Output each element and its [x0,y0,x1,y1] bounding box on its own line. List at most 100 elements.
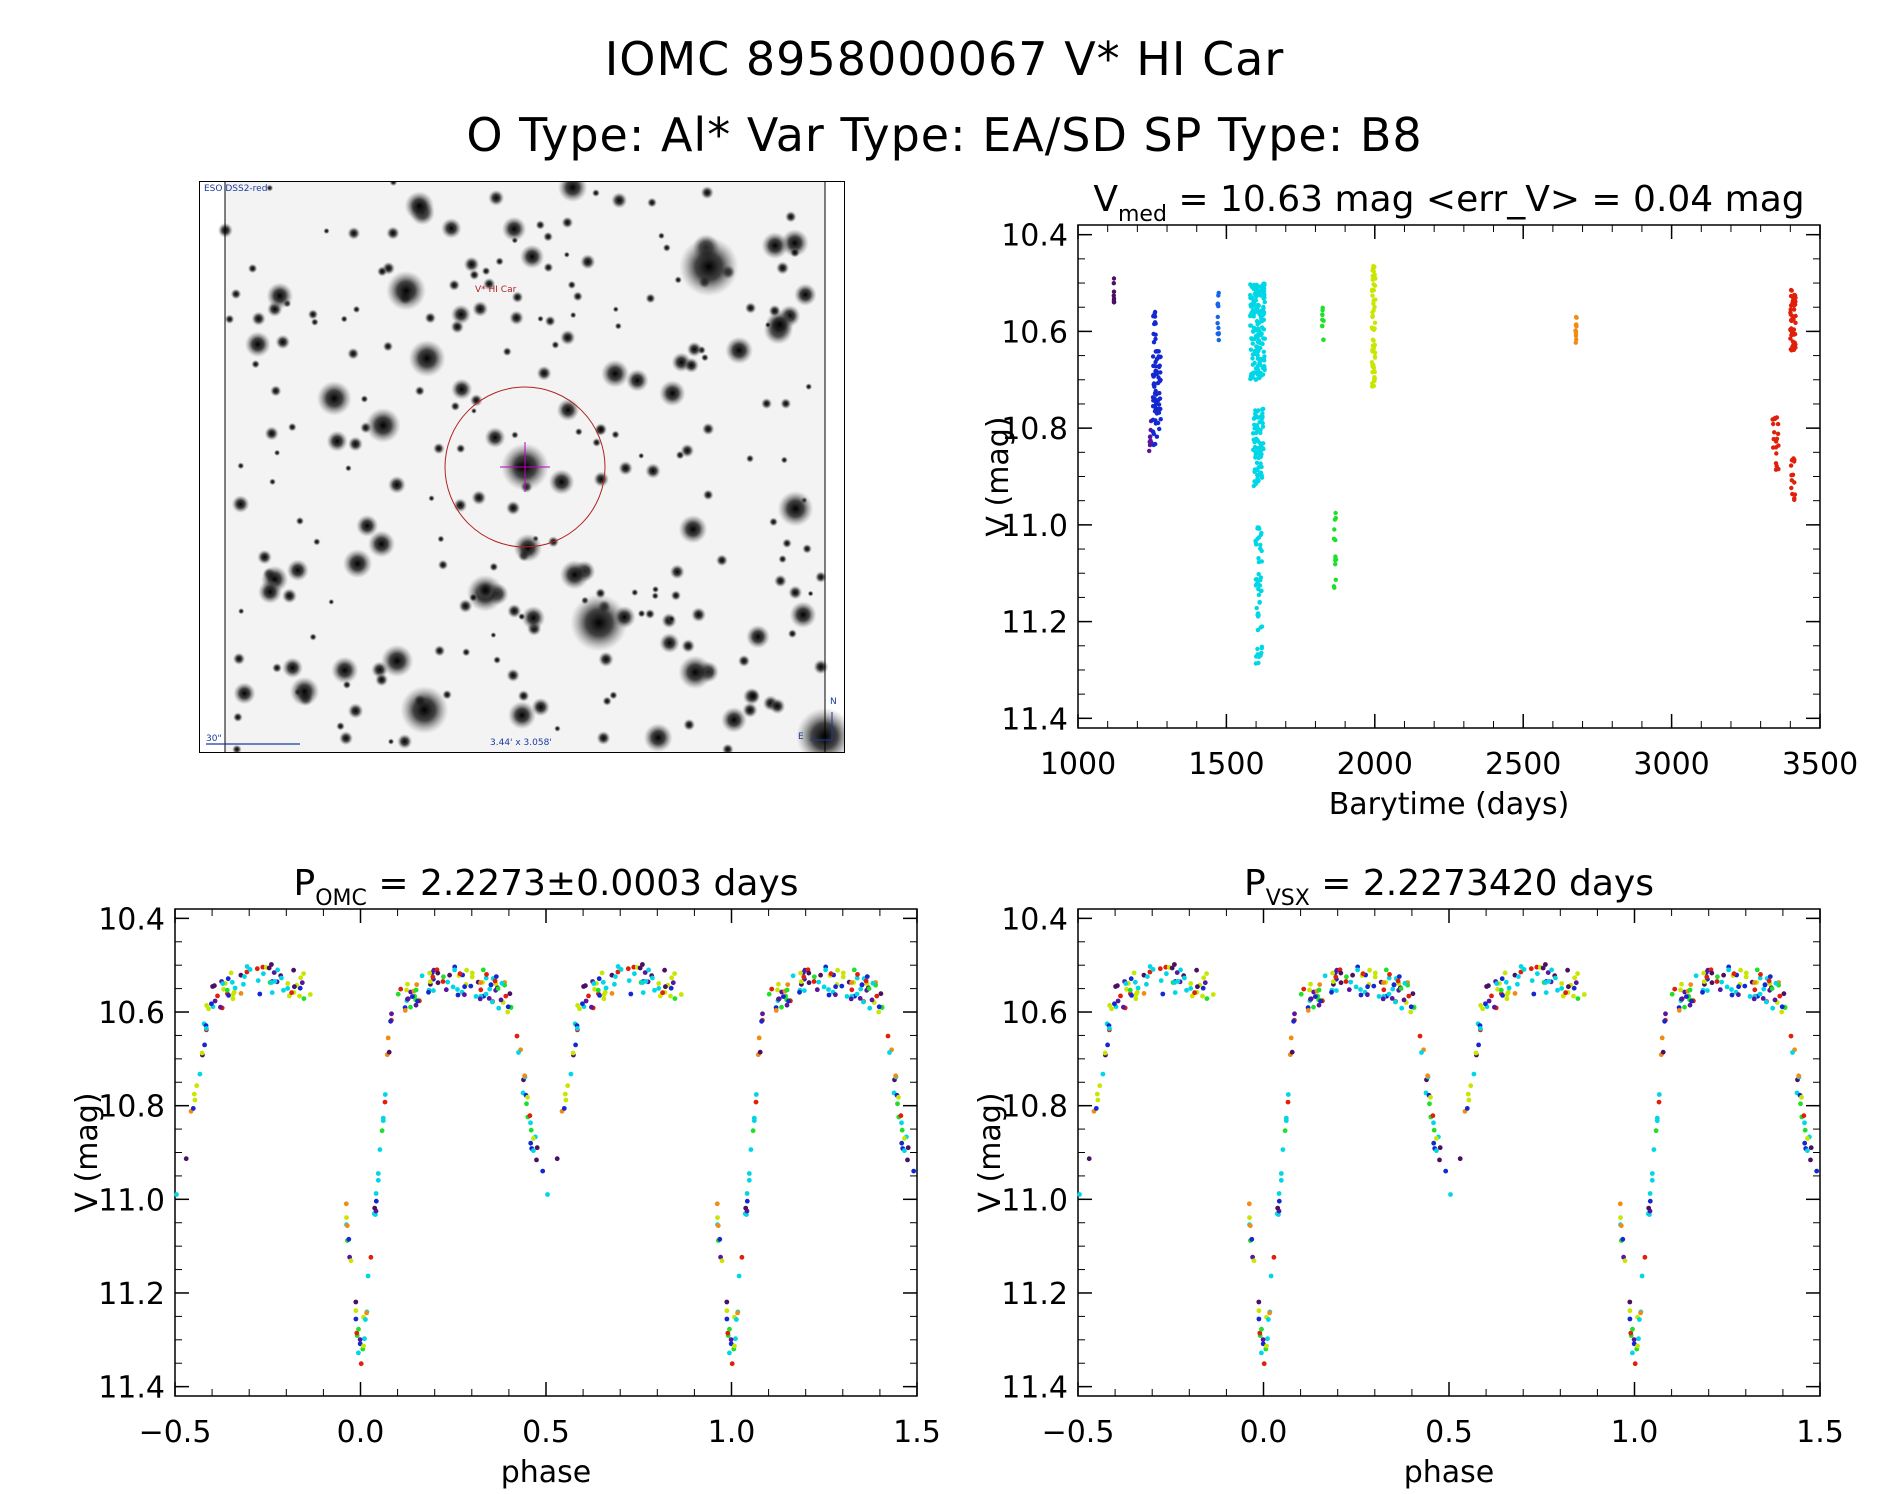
data-point [1724,984,1730,990]
data-point [1111,276,1117,281]
data-point [669,975,675,981]
finder-star [360,395,369,403]
finder-star [269,478,276,486]
series-epoch-9c [1788,456,1798,502]
data-point [1195,984,1200,990]
finder-star [559,560,590,590]
data-point [1346,987,1352,993]
data-point [1688,982,1694,987]
data-point [652,987,657,993]
finder-star [543,262,554,273]
finder-star [495,257,504,266]
data-point [271,970,277,975]
finder-star [678,514,708,544]
data-point [545,1192,550,1197]
data-point [354,1330,360,1336]
finder-star [769,517,778,527]
finder-star [637,609,646,618]
finder-star [352,305,361,314]
data-point [1261,281,1266,286]
data-point [1350,972,1355,978]
data-point [1419,1050,1424,1055]
data-point [902,1148,907,1154]
y-tick-label: 11.0 [1001,509,1068,544]
finder-star [484,427,506,448]
data-point [1216,293,1221,298]
data-point [269,962,274,967]
data-point [514,1033,520,1039]
data-point [1258,542,1263,548]
data-point [1802,1120,1807,1126]
chart-title: Vmed = 10.63 mag <err_V> = 0.04 mag [1093,179,1804,227]
data-point [1790,329,1796,335]
data-point [1123,981,1129,986]
finder-star [264,426,279,441]
data-point [840,974,846,980]
data-point [480,967,486,973]
data-point [1121,1004,1126,1010]
data-point [1621,1254,1626,1260]
finder-star [662,243,671,252]
data-point [1515,981,1520,987]
data-point [1371,282,1376,287]
data-point [632,971,637,977]
data-point [1553,975,1558,981]
data-point [419,973,425,979]
data-point [1788,318,1794,323]
finder-star [336,721,345,731]
data-point [1638,1310,1643,1316]
finder-star [643,723,673,752]
data-point [848,996,854,1002]
data-point [1793,320,1798,325]
data-point [1174,970,1180,975]
data-point [1257,583,1263,588]
finder-star [386,270,427,311]
data-point [1704,974,1710,980]
data-point [733,1336,738,1342]
finder-star [614,322,622,330]
data-point [1260,411,1265,416]
data-point [790,973,796,979]
data-point [1775,421,1781,427]
data-point [238,991,244,996]
data-point [1814,1168,1820,1174]
data-point [1679,996,1685,1002]
data-point [1355,967,1360,973]
data-point [493,974,499,979]
data-point [1152,314,1158,319]
finder-star [342,548,373,579]
finder-star [776,261,790,275]
finder-star [780,398,792,410]
data-point [714,1201,720,1207]
data-point [1506,985,1512,991]
data-point [1779,1009,1785,1015]
data-point [1320,305,1325,310]
data-point [1788,463,1794,468]
finder-star [594,423,608,436]
finder-star [686,341,702,357]
finder-star [326,430,348,452]
data-point [1494,981,1500,986]
data-point [1719,979,1725,985]
data-point [1105,1042,1110,1048]
data-point [1766,978,1772,984]
finder-star [501,216,527,242]
data-point [204,1026,209,1031]
data-point [212,983,217,989]
data-point [1682,1004,1687,1010]
data-point [895,1101,900,1107]
data-point [573,1042,578,1048]
data-point [1788,310,1793,315]
data-point [1255,409,1260,414]
finder-star [557,182,588,203]
data-point [377,1147,383,1152]
data-point [1094,1091,1100,1097]
finder-star [563,251,570,258]
data-point [1687,1002,1693,1008]
data-point [1192,990,1197,996]
data-point [516,1050,521,1055]
data-point [1158,978,1164,983]
data-point [1437,1157,1442,1163]
data-point [1767,974,1773,979]
data-point [1259,588,1264,593]
